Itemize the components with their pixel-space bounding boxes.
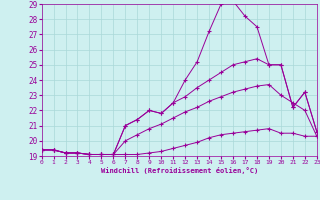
X-axis label: Windchill (Refroidissement éolien,°C): Windchill (Refroidissement éolien,°C): [100, 167, 258, 174]
